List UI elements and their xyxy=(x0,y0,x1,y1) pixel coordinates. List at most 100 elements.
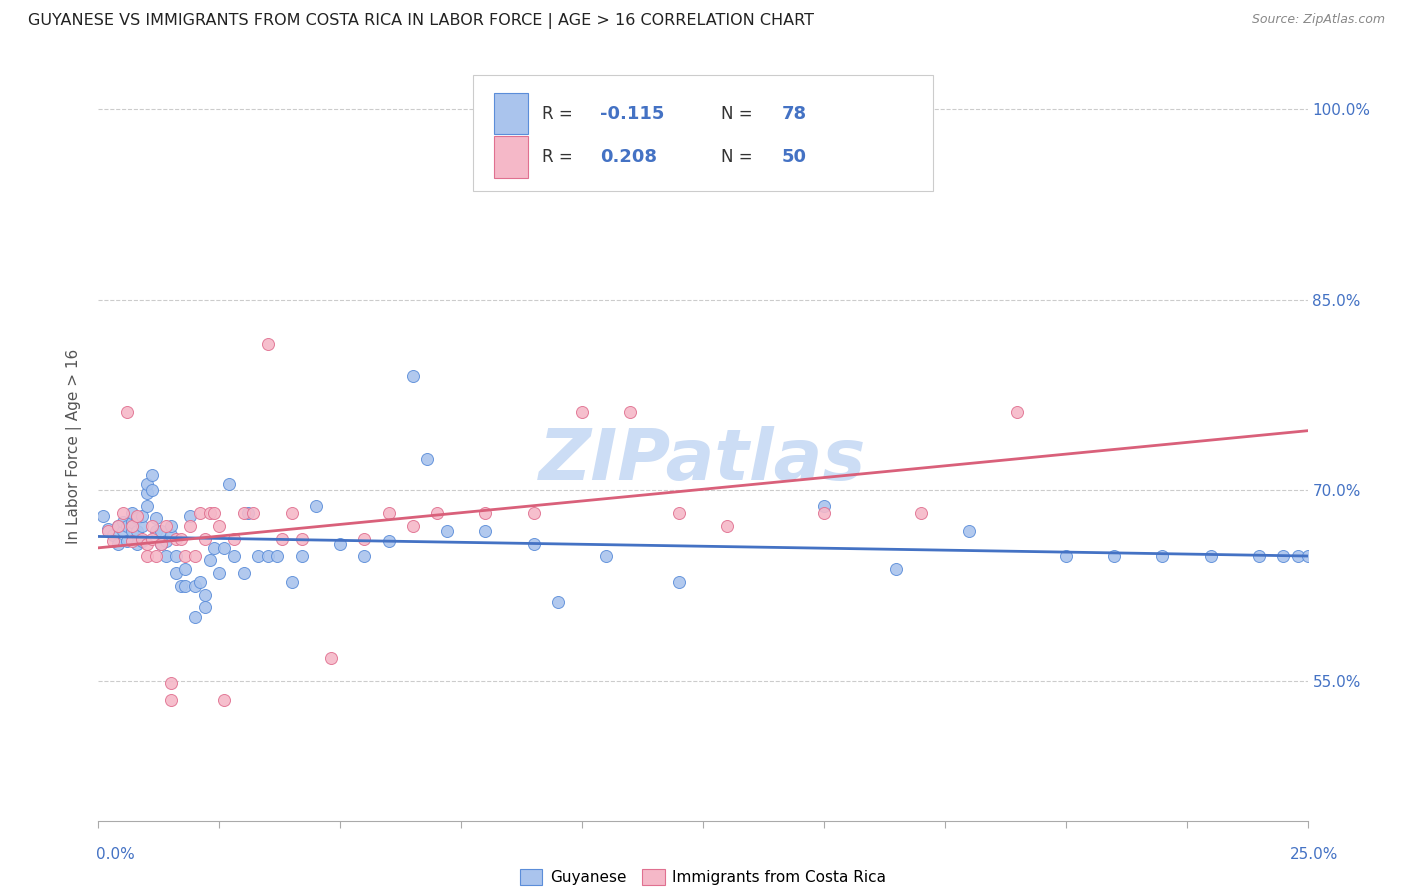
Text: 50: 50 xyxy=(782,148,807,166)
Text: N =: N = xyxy=(721,148,758,166)
Point xyxy=(595,549,617,564)
Point xyxy=(208,519,231,533)
Point xyxy=(238,506,260,520)
Point xyxy=(198,506,221,520)
Point xyxy=(150,524,173,538)
Point xyxy=(1199,549,1222,564)
Point xyxy=(121,519,143,533)
Point xyxy=(101,528,124,542)
Point xyxy=(101,534,124,549)
Point xyxy=(155,534,177,549)
Point xyxy=(290,532,312,546)
Point xyxy=(523,506,546,520)
Point xyxy=(97,522,120,536)
FancyBboxPatch shape xyxy=(474,75,932,191)
Point xyxy=(184,579,207,593)
Point xyxy=(117,534,139,549)
Point xyxy=(97,524,120,538)
Text: 0.208: 0.208 xyxy=(600,148,657,166)
Text: R =: R = xyxy=(543,104,578,122)
Point xyxy=(194,532,217,546)
Point xyxy=(377,506,399,520)
Point xyxy=(523,537,546,551)
Point xyxy=(121,524,143,538)
Point xyxy=(194,588,217,602)
Point xyxy=(256,337,278,351)
Y-axis label: In Labor Force | Age > 16: In Labor Force | Age > 16 xyxy=(66,349,83,543)
Text: R =: R = xyxy=(543,148,578,166)
Point xyxy=(131,534,153,549)
Point xyxy=(131,519,153,533)
Point xyxy=(668,506,690,520)
Point xyxy=(135,549,157,564)
Point xyxy=(1286,549,1309,564)
Point xyxy=(232,506,254,520)
Point xyxy=(131,532,153,546)
Point xyxy=(218,477,240,491)
Point xyxy=(145,511,167,525)
Point xyxy=(121,515,143,529)
Point xyxy=(416,451,439,466)
Point xyxy=(155,519,177,533)
Point xyxy=(184,549,207,564)
Point xyxy=(107,519,129,533)
Point xyxy=(474,524,496,538)
Point xyxy=(281,506,304,520)
Point xyxy=(668,574,690,589)
Point xyxy=(111,524,134,538)
FancyBboxPatch shape xyxy=(494,93,527,134)
Point xyxy=(247,549,270,564)
Point xyxy=(910,506,932,520)
Text: 0.0%: 0.0% xyxy=(96,847,135,862)
Point xyxy=(169,579,191,593)
Point xyxy=(813,499,835,513)
Point xyxy=(1054,549,1077,564)
Point xyxy=(160,693,183,707)
Point xyxy=(1007,405,1029,419)
Point xyxy=(117,519,139,533)
Point xyxy=(165,549,187,564)
Legend: Guyanese, Immigrants from Costa Rica: Guyanese, Immigrants from Costa Rica xyxy=(520,870,886,886)
Point xyxy=(165,532,187,546)
Point xyxy=(619,405,641,419)
Point xyxy=(547,595,569,609)
Point xyxy=(474,506,496,520)
Point xyxy=(266,549,288,564)
Point xyxy=(1296,549,1319,564)
Point xyxy=(242,506,264,520)
Text: ZIPatlas: ZIPatlas xyxy=(540,426,866,495)
Point xyxy=(150,537,173,551)
Point xyxy=(135,486,157,500)
Point xyxy=(165,566,187,580)
Point xyxy=(886,562,908,576)
Point xyxy=(188,574,211,589)
Point xyxy=(188,506,211,520)
Point xyxy=(212,693,235,707)
Text: 25.0%: 25.0% xyxy=(1291,847,1339,862)
Point xyxy=(329,537,352,551)
Point xyxy=(127,511,149,525)
Point xyxy=(194,600,217,615)
Text: N =: N = xyxy=(721,104,758,122)
Point xyxy=(184,610,207,624)
Text: GUYANESE VS IMMIGRANTS FROM COSTA RICA IN LABOR FORCE | AGE > 16 CORRELATION CHA: GUYANESE VS IMMIGRANTS FROM COSTA RICA I… xyxy=(28,13,814,29)
Point xyxy=(111,506,134,520)
Point xyxy=(1152,549,1174,564)
Point xyxy=(127,524,149,538)
Point xyxy=(1249,549,1271,564)
Point xyxy=(212,541,235,555)
Point xyxy=(150,537,173,551)
Point xyxy=(111,515,134,529)
Point xyxy=(179,519,201,533)
Point xyxy=(377,534,399,549)
Point xyxy=(281,574,304,589)
Point xyxy=(155,549,177,564)
Point xyxy=(813,506,835,520)
Point xyxy=(716,519,738,533)
FancyBboxPatch shape xyxy=(494,136,527,178)
Point xyxy=(160,519,183,533)
Point xyxy=(402,519,425,533)
Point xyxy=(204,506,226,520)
Point xyxy=(160,528,183,542)
Point xyxy=(290,549,312,564)
